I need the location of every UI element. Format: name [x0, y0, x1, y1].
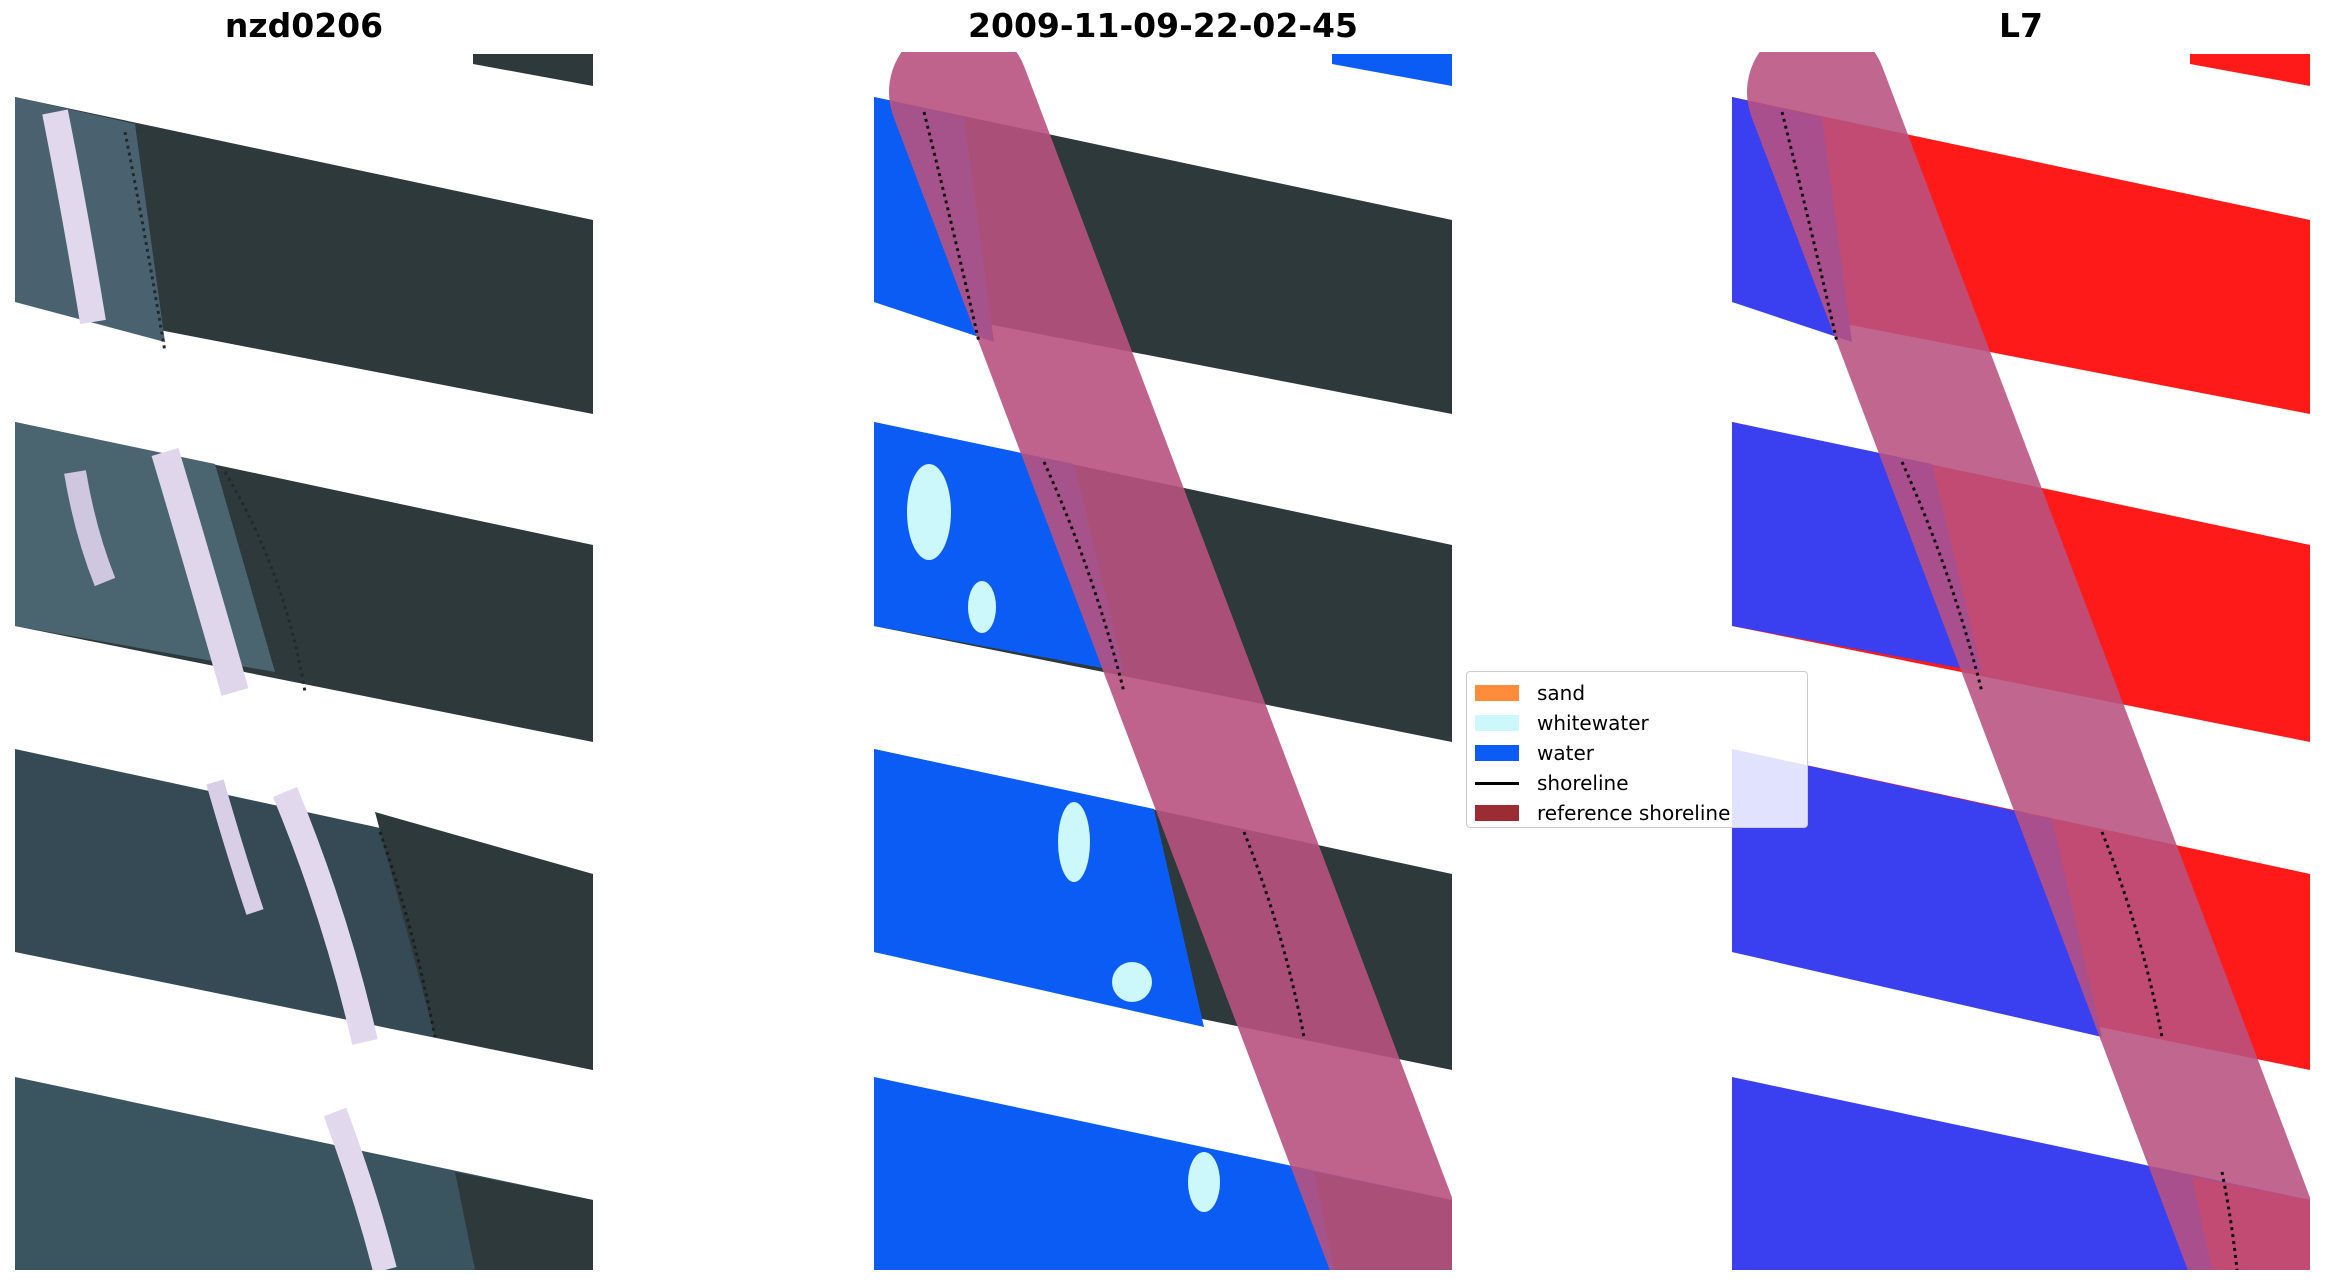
legend-item-shoreline: shoreline	[1475, 768, 1799, 798]
sand-swatch	[1475, 685, 1519, 701]
reference-shoreline-swatch	[1475, 805, 1519, 821]
legend-item-whitewater: whitewater	[1475, 708, 1799, 738]
index-image-panel	[1732, 52, 2310, 1270]
legend-label-sand: sand	[1537, 681, 1586, 705]
classified-image	[874, 52, 1452, 1270]
legend-label-shoreline: shoreline	[1537, 771, 1629, 795]
panel-title-index: L7	[1999, 6, 2043, 45]
legend: sand whitewater water shoreline referenc…	[1466, 671, 1808, 828]
legend-item-water: water	[1475, 738, 1799, 768]
legend-label-reference-shoreline: reference shoreline	[1537, 801, 1731, 825]
classified-image-panel	[874, 52, 1452, 1270]
rgb-image-panel	[15, 52, 593, 1270]
legend-item-reference-shoreline: reference shoreline	[1475, 798, 1799, 828]
whitewater-swatch	[1475, 715, 1519, 731]
legend-item-sand: sand	[1475, 678, 1799, 708]
panel-title-rgb: nzd0206	[224, 6, 384, 45]
shoreline-line-swatch	[1475, 781, 1519, 785]
index-image	[1732, 52, 2310, 1270]
water-swatch	[1475, 745, 1519, 761]
rgb-image	[15, 54, 593, 1270]
legend-label-water: water	[1537, 741, 1594, 765]
legend-label-whitewater: whitewater	[1537, 711, 1649, 735]
panel-title-classified: 2009-11-09-22-02-45	[968, 6, 1358, 45]
